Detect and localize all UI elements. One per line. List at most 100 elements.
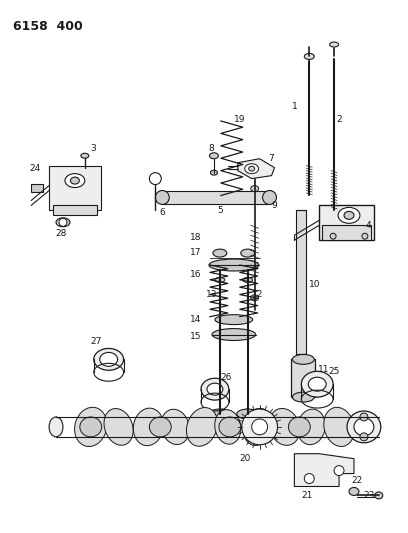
- Circle shape: [252, 419, 268, 435]
- Circle shape: [330, 233, 336, 239]
- Text: 8: 8: [208, 144, 214, 154]
- Bar: [162, 190, 270, 205]
- Text: 6: 6: [160, 208, 165, 217]
- Ellipse shape: [149, 417, 171, 437]
- Ellipse shape: [211, 170, 217, 175]
- Ellipse shape: [207, 383, 223, 395]
- Ellipse shape: [241, 249, 255, 257]
- Ellipse shape: [245, 164, 259, 174]
- Ellipse shape: [243, 408, 272, 446]
- Text: 28: 28: [55, 229, 67, 238]
- Ellipse shape: [213, 249, 227, 257]
- Ellipse shape: [249, 166, 255, 171]
- Text: 24: 24: [29, 164, 41, 173]
- Ellipse shape: [104, 408, 133, 445]
- Text: 22: 22: [351, 476, 363, 485]
- Text: 16: 16: [190, 270, 202, 279]
- Ellipse shape: [354, 418, 374, 436]
- Bar: [296, 211, 306, 354]
- Ellipse shape: [269, 408, 300, 446]
- Text: 25: 25: [328, 367, 340, 376]
- Ellipse shape: [80, 417, 102, 437]
- Ellipse shape: [308, 377, 326, 391]
- Ellipse shape: [186, 408, 217, 446]
- Ellipse shape: [81, 154, 89, 158]
- Circle shape: [360, 433, 368, 441]
- Bar: [291, 359, 315, 397]
- Ellipse shape: [94, 349, 124, 370]
- Bar: [53, 205, 97, 215]
- Ellipse shape: [215, 410, 241, 444]
- Text: 27: 27: [90, 337, 102, 346]
- Ellipse shape: [349, 488, 359, 496]
- Ellipse shape: [288, 417, 310, 437]
- Ellipse shape: [347, 411, 381, 443]
- Text: 20: 20: [239, 454, 251, 463]
- Ellipse shape: [353, 417, 375, 437]
- Text: 11: 11: [318, 365, 330, 374]
- Circle shape: [242, 409, 277, 445]
- Ellipse shape: [251, 185, 259, 191]
- Ellipse shape: [100, 352, 118, 366]
- Ellipse shape: [71, 177, 79, 184]
- Ellipse shape: [215, 277, 225, 282]
- Text: 5: 5: [217, 206, 223, 215]
- Text: 23: 23: [363, 491, 375, 500]
- Text: 10: 10: [308, 280, 320, 289]
- Ellipse shape: [209, 259, 259, 271]
- Circle shape: [362, 233, 368, 239]
- Text: 7: 7: [268, 154, 275, 163]
- Ellipse shape: [209, 409, 231, 419]
- Text: 18: 18: [190, 233, 202, 241]
- Ellipse shape: [237, 409, 259, 419]
- Text: 19: 19: [234, 115, 246, 124]
- Circle shape: [59, 219, 67, 227]
- Ellipse shape: [330, 42, 339, 47]
- Ellipse shape: [338, 207, 360, 223]
- Text: 17: 17: [190, 248, 202, 256]
- Text: 26: 26: [220, 373, 231, 382]
- Ellipse shape: [375, 492, 383, 499]
- Ellipse shape: [133, 408, 164, 446]
- Circle shape: [334, 466, 344, 475]
- Ellipse shape: [304, 53, 314, 59]
- Text: 2: 2: [336, 115, 342, 124]
- Polygon shape: [238, 159, 275, 179]
- Ellipse shape: [75, 407, 107, 447]
- Ellipse shape: [212, 328, 256, 341]
- Ellipse shape: [297, 409, 325, 445]
- Text: 4: 4: [366, 221, 372, 230]
- Ellipse shape: [49, 417, 63, 437]
- Ellipse shape: [344, 212, 354, 219]
- Ellipse shape: [161, 409, 189, 445]
- Circle shape: [360, 413, 368, 421]
- Ellipse shape: [302, 372, 333, 397]
- Ellipse shape: [65, 174, 85, 188]
- Ellipse shape: [209, 153, 218, 159]
- Text: 14: 14: [191, 315, 202, 324]
- Text: 6158  400: 6158 400: [13, 20, 83, 33]
- Text: 1: 1: [291, 102, 297, 111]
- Bar: [49, 166, 101, 211]
- Bar: [31, 183, 43, 191]
- Ellipse shape: [293, 354, 314, 365]
- Ellipse shape: [219, 417, 241, 437]
- Text: 13: 13: [206, 290, 218, 300]
- Ellipse shape: [243, 277, 253, 282]
- Ellipse shape: [155, 190, 169, 205]
- Ellipse shape: [215, 314, 253, 325]
- Text: 3: 3: [90, 144, 95, 154]
- Bar: [319, 205, 374, 240]
- Ellipse shape: [251, 295, 259, 301]
- Text: 15: 15: [190, 332, 202, 341]
- Text: 12: 12: [252, 290, 263, 300]
- Ellipse shape: [56, 218, 70, 227]
- Ellipse shape: [201, 378, 229, 400]
- Circle shape: [304, 474, 314, 483]
- Ellipse shape: [324, 407, 355, 447]
- Ellipse shape: [293, 392, 314, 402]
- Text: 21: 21: [302, 491, 313, 500]
- Ellipse shape: [263, 190, 277, 205]
- Polygon shape: [295, 454, 354, 487]
- Text: 9: 9: [272, 201, 277, 210]
